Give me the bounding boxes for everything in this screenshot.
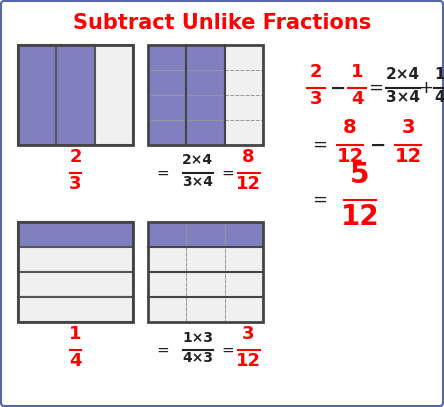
- Text: =: =: [156, 166, 169, 180]
- Text: −: −: [330, 79, 346, 98]
- Text: 8: 8: [242, 148, 255, 166]
- Text: 12: 12: [236, 352, 261, 370]
- Text: 1: 1: [351, 63, 363, 81]
- Text: 3: 3: [69, 175, 82, 193]
- Bar: [225, 120, 263, 145]
- Text: 3: 3: [401, 118, 415, 137]
- Text: Subtract Unlike Fractions: Subtract Unlike Fractions: [73, 13, 371, 33]
- Text: 3×4: 3×4: [182, 175, 213, 188]
- Text: −: −: [370, 136, 386, 155]
- Bar: [148, 120, 186, 145]
- Text: 1×3: 1×3: [434, 67, 444, 82]
- Bar: [186, 70, 225, 95]
- Bar: [186, 95, 225, 120]
- Text: 12: 12: [341, 203, 379, 231]
- Bar: [225, 247, 263, 272]
- Text: 3×4: 3×4: [386, 90, 420, 105]
- Text: 4: 4: [351, 90, 363, 108]
- Bar: [225, 95, 263, 120]
- Bar: [148, 222, 263, 322]
- Text: =: =: [221, 166, 234, 180]
- Bar: [18, 297, 133, 322]
- Text: 4×3: 4×3: [182, 352, 213, 365]
- Bar: [225, 70, 263, 95]
- Text: 2×4: 2×4: [386, 67, 420, 82]
- Text: 2: 2: [310, 63, 322, 81]
- Bar: [148, 297, 186, 322]
- Text: =: =: [313, 191, 328, 209]
- Bar: [225, 272, 263, 297]
- Text: =: =: [221, 343, 234, 357]
- Bar: [148, 247, 186, 272]
- Bar: [148, 45, 263, 145]
- Bar: [186, 120, 225, 145]
- Bar: [148, 222, 186, 247]
- Bar: [148, 95, 186, 120]
- Text: 12: 12: [337, 147, 364, 166]
- Text: 1: 1: [69, 325, 82, 343]
- Bar: [18, 247, 133, 272]
- Bar: [18, 45, 133, 145]
- Bar: [18, 222, 133, 247]
- Bar: [186, 45, 225, 70]
- Bar: [95, 45, 133, 145]
- Text: 3: 3: [310, 90, 322, 108]
- Text: 1×3: 1×3: [182, 330, 213, 344]
- Bar: [18, 45, 56, 145]
- Text: =: =: [156, 343, 169, 357]
- Bar: [18, 272, 133, 297]
- Bar: [186, 247, 225, 272]
- Bar: [225, 297, 263, 322]
- Text: 12: 12: [236, 175, 261, 193]
- Text: +: +: [419, 79, 433, 97]
- Bar: [56, 45, 95, 145]
- Bar: [148, 45, 186, 70]
- Bar: [225, 45, 263, 70]
- Bar: [186, 297, 225, 322]
- Text: =: =: [313, 136, 328, 154]
- Text: 5: 5: [350, 161, 370, 189]
- Text: 2: 2: [69, 148, 82, 166]
- Text: 4×3: 4×3: [434, 90, 444, 105]
- Text: 12: 12: [394, 147, 422, 166]
- Text: =: =: [369, 79, 384, 97]
- Bar: [186, 272, 225, 297]
- Bar: [148, 272, 186, 297]
- Text: 3: 3: [242, 325, 255, 343]
- Text: 4: 4: [69, 352, 82, 370]
- Text: 8: 8: [343, 118, 357, 137]
- Text: 2×4: 2×4: [182, 153, 213, 168]
- Bar: [148, 70, 186, 95]
- Bar: [18, 222, 133, 322]
- Bar: [186, 222, 225, 247]
- Bar: [225, 222, 263, 247]
